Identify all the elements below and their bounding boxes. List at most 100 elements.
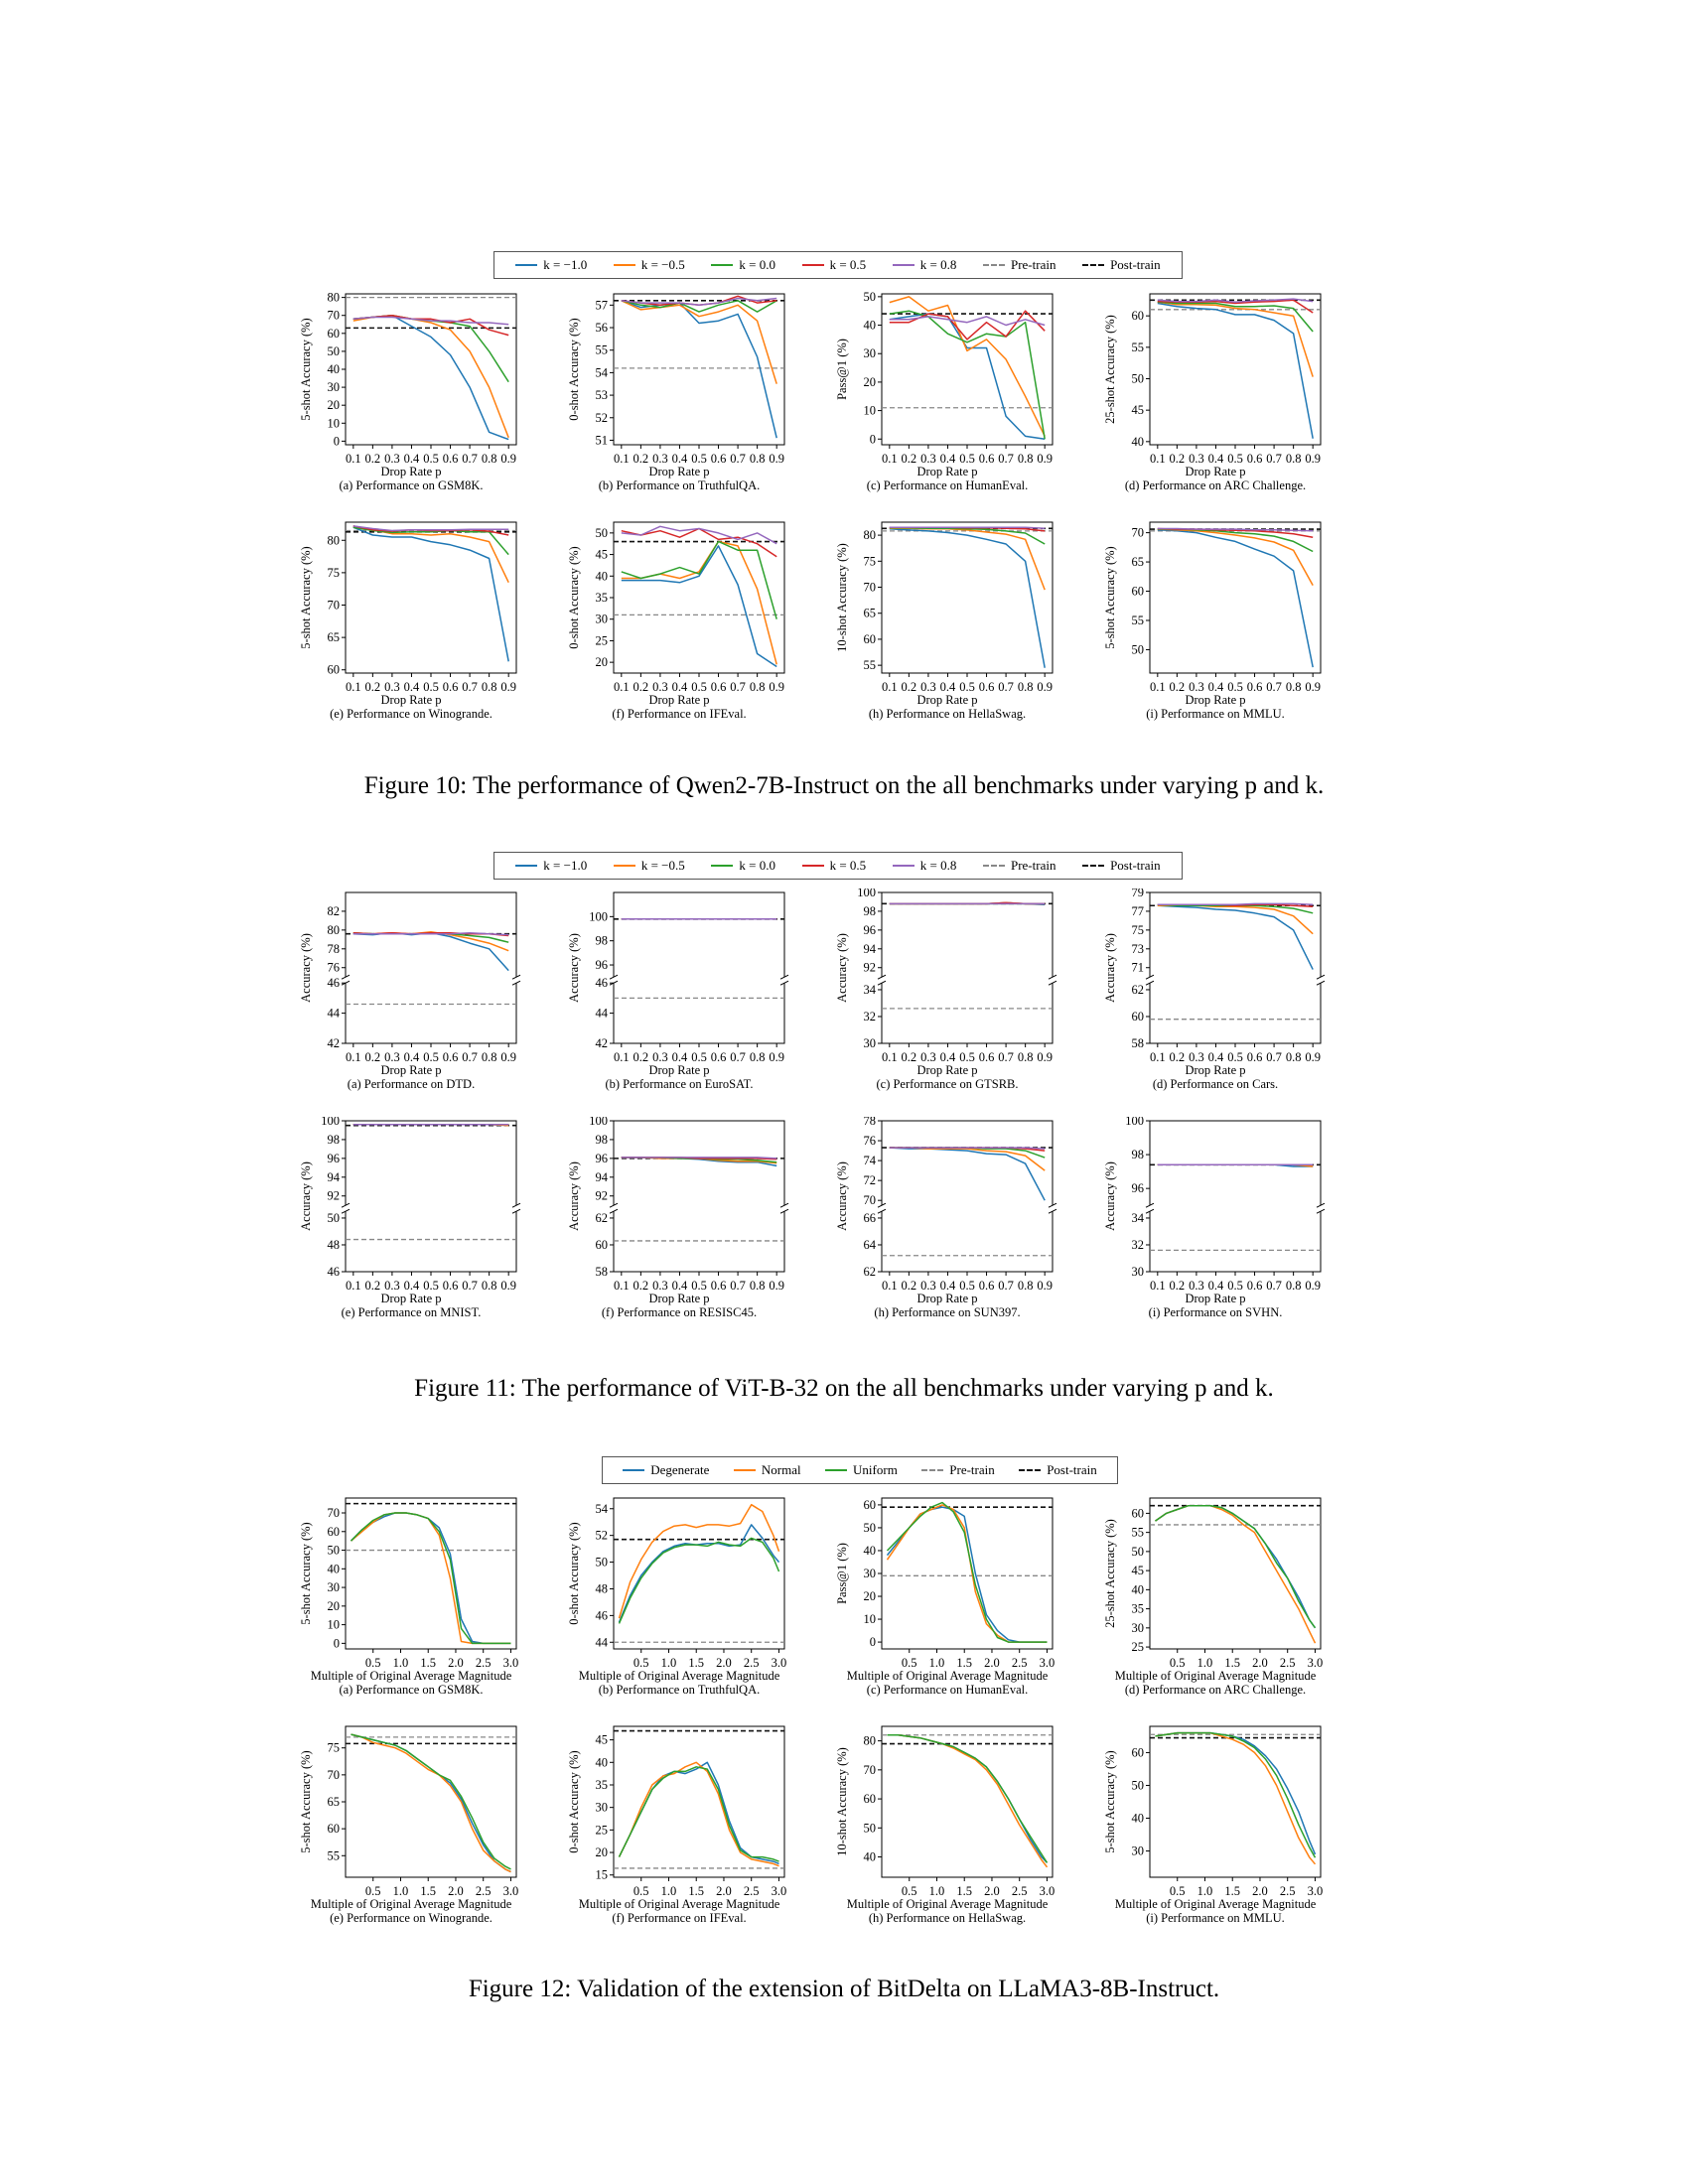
legend-item: k = 0.0 xyxy=(711,858,775,874)
x-axis-label: Drop Rate p xyxy=(916,693,978,707)
x-tick-label: 0.2 xyxy=(1170,1279,1186,1293)
axis-break-mark xyxy=(1048,980,1057,986)
x-tick-label: 0.6 xyxy=(711,452,727,466)
x-tick-label: 0.7 xyxy=(730,1050,746,1064)
x-tick-label: 0.4 xyxy=(1208,680,1224,694)
y-tick-label: 77 xyxy=(1132,904,1145,918)
chart-svg: 50 55 60 65 70 0.1 0.2 0.3 0.4 0.5 0.6 0.7 0.8 0.9 5-s… xyxy=(1103,521,1322,694)
legend-item: k = −0.5 xyxy=(613,858,685,874)
series-line xyxy=(352,314,509,383)
y-tick-label: 48 xyxy=(328,1238,341,1252)
x-tick-label: 0.3 xyxy=(1189,680,1204,694)
plot-frame xyxy=(1149,1120,1322,1273)
series-line xyxy=(1157,301,1314,377)
chart-svg: 44 46 48 50 52 54 0.5 1.0 1.5 2.0 2.5 3.0 0-shot Acc… xyxy=(567,1497,786,1670)
x-tick-label: 0.3 xyxy=(384,1050,400,1064)
x-tick-label: 0.3 xyxy=(652,1050,668,1064)
y-tick-label: 52 xyxy=(596,1529,609,1543)
y-tick-label: 46 xyxy=(328,1265,341,1279)
x-tick-label: 1.0 xyxy=(1197,1884,1213,1898)
y-tick-label: 0 xyxy=(870,1635,876,1649)
chart-panel: 0 10 20 30 40 50 60 70 80 0.1 0.2 0.3 0.4 0.5 0.6 0.7 0.… xyxy=(296,290,526,506)
x-tick-label: 0.9 xyxy=(1037,452,1053,466)
y-tick-label: 80 xyxy=(864,1734,877,1748)
x-tick-label: 0.3 xyxy=(652,680,668,694)
x-tick-label: 0.3 xyxy=(652,452,668,466)
y-tick-label: 35 xyxy=(1132,1602,1145,1616)
legend-label: Normal xyxy=(761,1462,801,1477)
chart-panel: 42 44 46 96 98 100 0.1 0.2 0.3 0.4 0.5 0.6 0.7 0.8 0.9… xyxy=(564,888,794,1105)
x-tick-label: 0.5 xyxy=(1170,1656,1186,1670)
x-tick-label: 0.9 xyxy=(500,1279,516,1293)
y-tick-label: 30 xyxy=(864,1036,877,1050)
y-tick-label: 50 xyxy=(1132,642,1145,656)
plot-frame xyxy=(881,1725,1054,1878)
series-line xyxy=(889,528,1046,668)
x-tick-label: 0.7 xyxy=(462,1279,478,1293)
series-line xyxy=(1157,302,1314,439)
y-axis-label: 10-shot Accuracy (%) xyxy=(835,1747,849,1856)
series-line xyxy=(618,1503,780,1619)
y-axis-label: 25-shot Accuracy (%) xyxy=(1103,315,1117,424)
subplot-caption: (f) Performance on IFEval. xyxy=(612,707,747,721)
y-tick-label: 46 xyxy=(596,976,609,990)
y-tick-label: 40 xyxy=(1132,1582,1145,1596)
legend-swatch xyxy=(613,264,635,266)
x-tick-label: 0.4 xyxy=(672,1050,688,1064)
legend-label: k = 0.5 xyxy=(829,858,867,873)
legend-item: k = −0.5 xyxy=(613,257,685,273)
x-tick-label: 2.0 xyxy=(716,1884,732,1898)
x-tick-label: 0.6 xyxy=(1247,680,1263,694)
axis-break-mark xyxy=(877,1202,887,1208)
subplot-caption: (f) Performance on RESISC45. xyxy=(601,1305,758,1319)
series-line xyxy=(621,300,777,439)
x-tick-label: 0.5 xyxy=(902,1884,917,1898)
x-tick-label: 0.2 xyxy=(902,452,917,466)
y-tick-label: 25 xyxy=(596,633,609,647)
subplot-caption: (c) Performance on HumanEval. xyxy=(866,478,1029,492)
x-tick-label: 0.2 xyxy=(633,452,649,466)
chart-svg: 46 48 50 92 94 96 98 100 0.1 0.2 0.3 0.4 0.5 0.6 0.7 0.… xyxy=(299,1117,521,1293)
axis-break-mark xyxy=(877,980,887,986)
y-tick-label: 60 xyxy=(864,1498,877,1512)
x-tick-label: 0.5 xyxy=(959,452,975,466)
legend-item: Post-train xyxy=(1082,257,1161,273)
series-line xyxy=(352,931,509,936)
legend-label: Post-train xyxy=(1047,1462,1097,1477)
x-tick-label: 0.1 xyxy=(882,680,898,694)
legend-label: k = −0.5 xyxy=(640,858,685,873)
y-tick-label: 55 xyxy=(596,343,609,357)
chart-panel: 58 60 62 71 73 75 77 79 0.1 0.2 0.3 0.4 0.5 0.6 0.7 0.8… xyxy=(1100,888,1331,1105)
chart-svg: 58 60 62 92 94 96 98 100 0.1 0.2 0.3 0.4 0.5 0.6 0.7 0.… xyxy=(567,1117,789,1293)
y-tick-label: 62 xyxy=(1132,983,1145,997)
y-tick-label: 46 xyxy=(596,1608,609,1622)
legend-figure-12: Degenerate Normal Uniform Pre-train Post-tra… xyxy=(602,1456,1118,1484)
legend-item: k = 0.0 xyxy=(711,257,775,273)
y-tick-label: 80 xyxy=(328,291,341,305)
x-tick-label: 0.7 xyxy=(1266,1050,1282,1064)
y-tick-label: 64 xyxy=(864,1238,877,1252)
chart-panel: 50 55 60 65 70 0.1 0.2 0.3 0.4 0.5 0.6 0.7 0.8 0.9 5-s… xyxy=(1100,518,1331,735)
y-tick-label: 60 xyxy=(328,1525,341,1539)
series-line xyxy=(621,540,777,619)
x-tick-label: 0.8 xyxy=(482,452,497,466)
x-tick-label: 0.6 xyxy=(711,1279,727,1293)
x-tick-label: 0.8 xyxy=(1286,1050,1302,1064)
x-tick-label: 2.5 xyxy=(744,1656,760,1670)
legend-swatch xyxy=(801,264,824,266)
x-tick-label: 0.2 xyxy=(902,1279,917,1293)
y-tick-label: 35 xyxy=(596,1778,609,1792)
y-tick-label: 58 xyxy=(1132,1036,1145,1050)
x-tick-label: 1.0 xyxy=(393,1884,409,1898)
axis-break-mark xyxy=(1048,974,1057,980)
y-tick-label: 92 xyxy=(596,1189,609,1203)
series-line xyxy=(352,931,509,972)
x-tick-label: 0.6 xyxy=(979,452,995,466)
series-line xyxy=(621,300,777,313)
x-tick-label: 0.8 xyxy=(482,1050,497,1064)
y-tick-label: 10 xyxy=(328,416,341,430)
x-tick-label: 0.7 xyxy=(998,1279,1014,1293)
subplot-caption: (h) Performance on HellaSwag. xyxy=(868,1911,1027,1925)
chart-panel: 30 40 50 60 0.5 1.0 1.5 2.0 2.5 3.0 5-shot Accurac… xyxy=(1100,1722,1331,1939)
x-axis-label: Drop Rate p xyxy=(916,1063,978,1077)
